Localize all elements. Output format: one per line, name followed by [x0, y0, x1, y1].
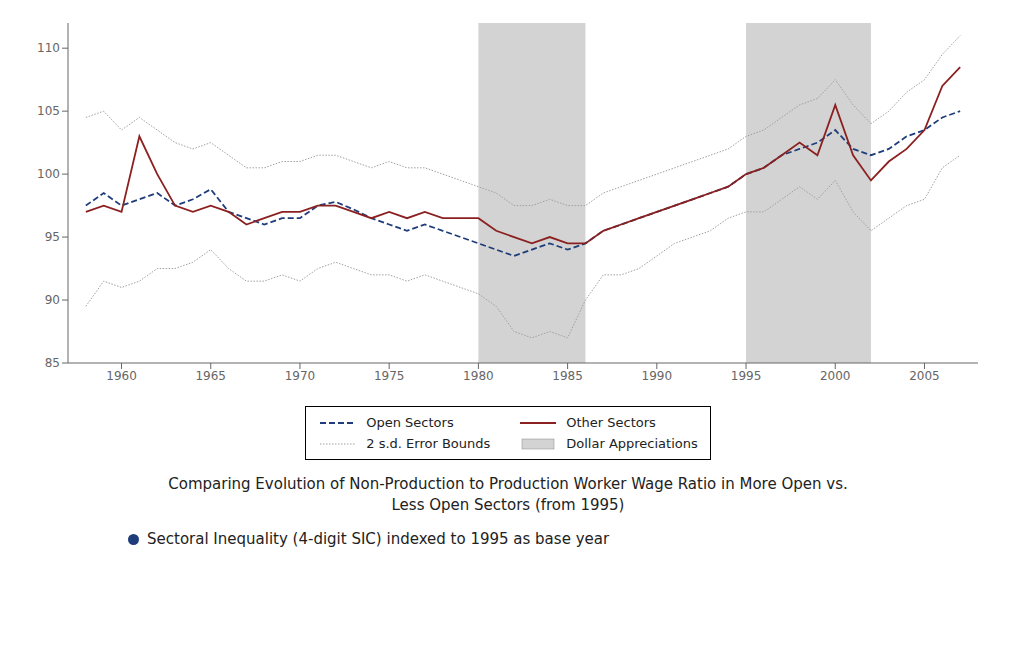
- svg-text:1975: 1975: [374, 369, 405, 383]
- svg-text:110: 110: [37, 41, 60, 55]
- svg-text:105: 105: [37, 104, 60, 118]
- svg-text:1980: 1980: [463, 369, 494, 383]
- svg-text:1965: 1965: [195, 369, 226, 383]
- svg-text:95: 95: [45, 230, 60, 244]
- svg-text:1970: 1970: [285, 369, 316, 383]
- svg-text:1960: 1960: [106, 369, 137, 383]
- html-text:Dollar Appreciations: Dollar Appreciations: [566, 436, 698, 451]
- html-text:Sectoral Inequality (4-digit S: Sectoral Inequality (4-digit SIC) indexe…: [147, 530, 610, 548]
- svg-text:1995: 1995: [731, 369, 762, 383]
- svg-text:2005: 2005: [909, 369, 940, 383]
- html-text:2 s.d. Error Bounds: 2 s.d. Error Bounds: [366, 436, 491, 451]
- svg-text:90: 90: [45, 293, 60, 307]
- svg-text:100: 100: [37, 167, 60, 181]
- html-text:Open Sectors: Open Sectors: [366, 415, 454, 430]
- svg-text:1990: 1990: [642, 369, 673, 383]
- html-text:Other Sectors: Other Sectors: [566, 415, 656, 430]
- svg-text:2000: 2000: [820, 369, 851, 383]
- svg-text:85: 85: [45, 356, 60, 370]
- html-text:Comparing Evolution of Non-Pro: Comparing Evolution of Non-Production to…: [168, 475, 848, 514]
- svg-text:1985: 1985: [552, 369, 583, 383]
